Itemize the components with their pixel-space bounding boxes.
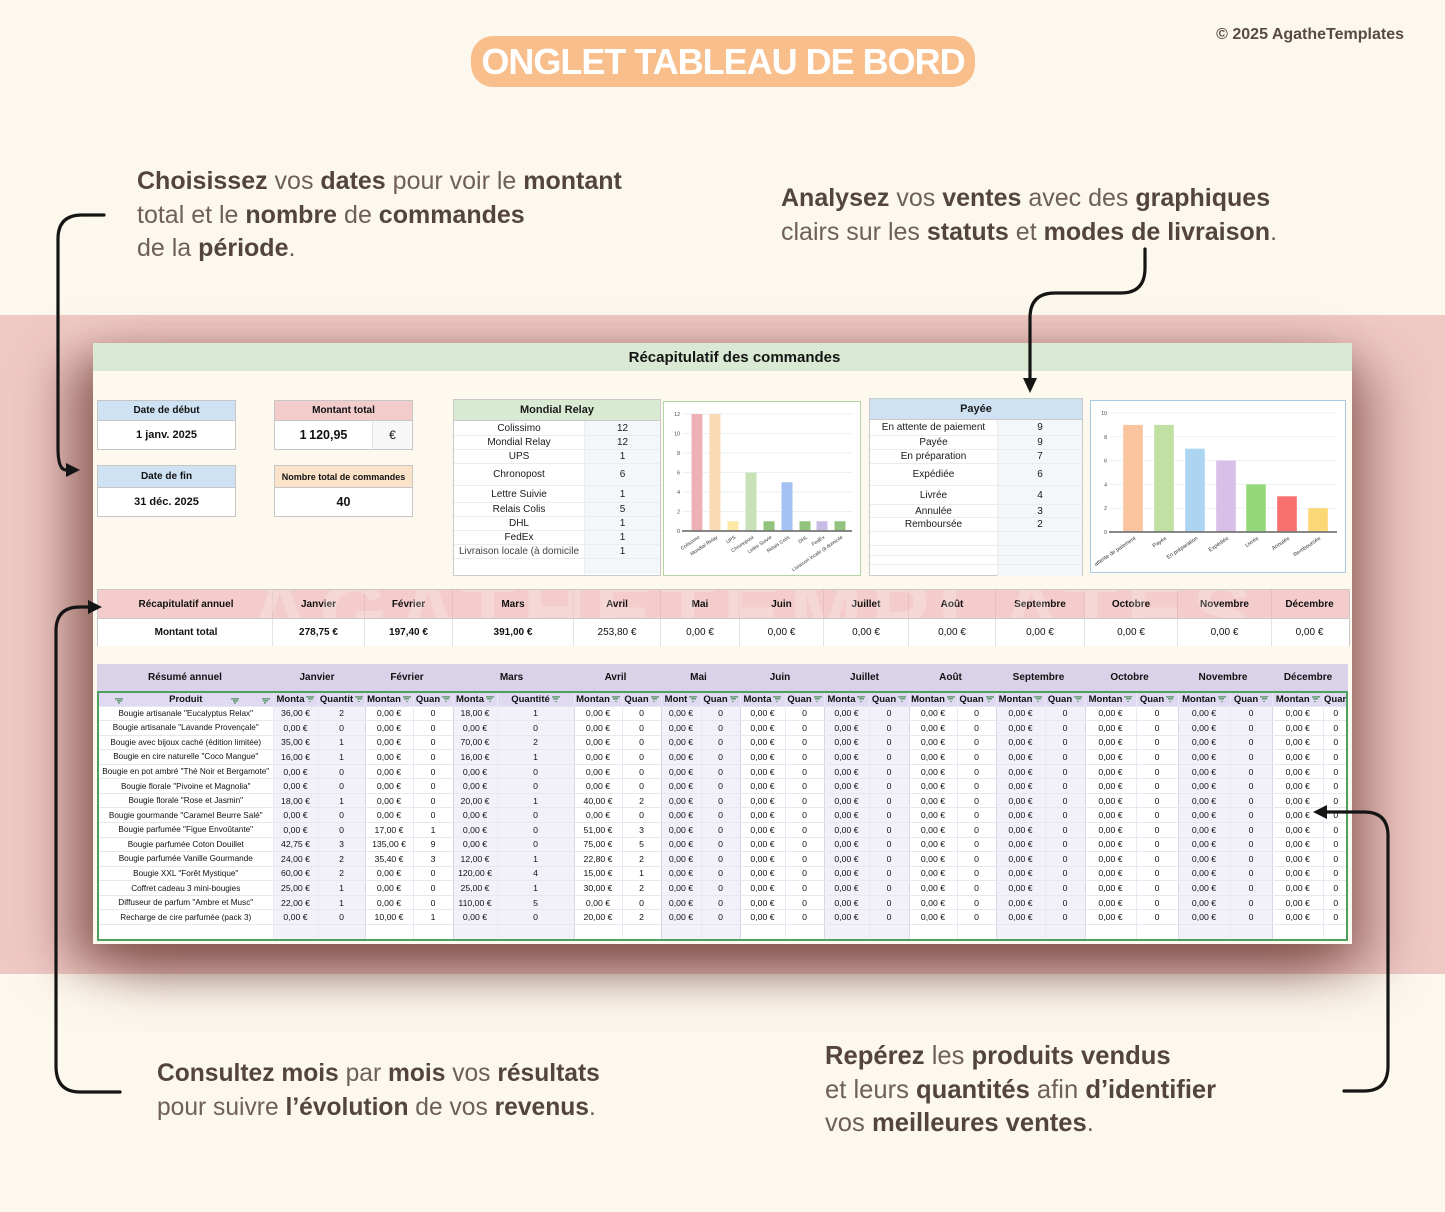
svg-text:6: 6 [677, 471, 680, 477]
svg-text:10: 10 [1101, 411, 1107, 417]
svg-text:Livrée: Livrée [1244, 536, 1260, 549]
svg-text:0: 0 [1104, 530, 1107, 536]
svg-text:10: 10 [674, 432, 680, 438]
svg-text:Annulée: Annulée [1271, 536, 1291, 552]
svg-text:DHL: DHL [797, 535, 809, 546]
svg-text:UPS: UPS [725, 534, 737, 545]
svg-text:Expédiée: Expédiée [1208, 536, 1230, 554]
svg-text:2: 2 [1104, 506, 1107, 512]
svg-text:Payée: Payée [1152, 536, 1168, 550]
svg-text:8: 8 [1104, 435, 1107, 441]
svg-text:6: 6 [1104, 459, 1107, 465]
svg-text:4: 4 [677, 490, 680, 496]
svg-text:4: 4 [1104, 482, 1107, 488]
svg-text:12: 12 [674, 412, 680, 418]
svg-text:2: 2 [677, 510, 680, 516]
svg-text:8: 8 [677, 451, 680, 457]
svg-text:Remboursée: Remboursée [1293, 536, 1322, 559]
svg-text:attente de paiement: attente de paiement [1093, 535, 1137, 567]
svg-text:En préparation: En préparation [1166, 536, 1199, 561]
svg-text:0: 0 [677, 529, 680, 535]
